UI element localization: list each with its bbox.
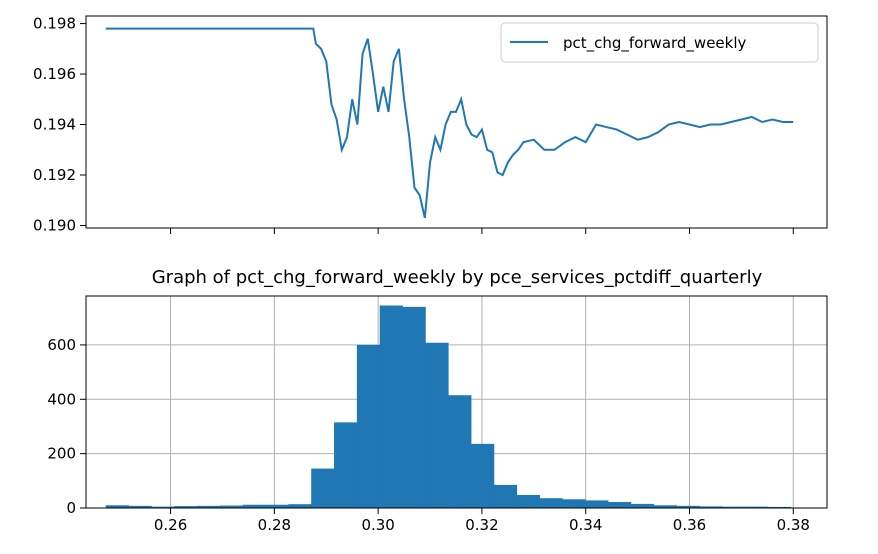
histogram-bar: [174, 506, 198, 508]
histogram-bar: [722, 506, 746, 508]
bottom-x-tick-label: 0.26: [154, 516, 187, 534]
histogram-bar: [676, 505, 700, 508]
histogram-bar: [311, 468, 335, 508]
histogram-bar: [379, 305, 403, 508]
top-y-axis-ticks: 0.190 0.192 0.194 0.196 0.198: [33, 15, 86, 234]
bottom-x-tick-label: 0.28: [258, 516, 291, 534]
histogram-bar: [265, 504, 289, 508]
histogram-bar: [471, 443, 495, 508]
top-y-tick-label: 0.190: [33, 216, 76, 234]
histogram-bar: [128, 505, 152, 508]
bottom-x-tick-label: 0.36: [673, 516, 706, 534]
histogram-bar: [356, 344, 381, 508]
histogram-bar: [105, 505, 129, 508]
histogram-bar: [562, 499, 586, 508]
histogram-bar: [151, 506, 175, 508]
histogram-bar: [402, 306, 426, 508]
histogram-bar: [448, 395, 472, 508]
histogram-bar: [242, 504, 266, 508]
bottom-axes-frame: [85, 295, 828, 509]
histogram-bar: [493, 484, 518, 508]
histogram-bar: [699, 506, 723, 508]
histogram-bar: [585, 500, 609, 508]
bottom-y-axis-ticks: 0 200 400 600: [47, 336, 86, 517]
histogram-bar: [334, 422, 358, 508]
legend-box: [500, 22, 819, 63]
histogram-bar: [767, 506, 792, 508]
bottom-x-axis-ticks: 0.26 0.28 0.30 0.32 0.34 0.36 0.38: [154, 508, 810, 534]
bottom-x-tick-label: 0.34: [569, 516, 602, 534]
top-y-tick-label: 0.192: [33, 166, 76, 184]
histogram-title: Graph of pct_chg_forward_weekly by pce_s…: [152, 267, 763, 288]
histogram-bar: [653, 505, 677, 508]
histogram-bars: [105, 305, 792, 508]
legend-entry-label: pct_chg_forward_weekly: [563, 34, 747, 53]
legend: pct_chg_forward_weekly: [500, 22, 819, 63]
bottom-x-tick-label: 0.30: [361, 516, 394, 534]
bottom-x-tick-label: 0.32: [465, 516, 498, 534]
bottom-x-tick-label: 0.38: [777, 516, 810, 534]
line-chart-panel: 0.190 0.192 0.194 0.196 0.198 pct_chg_forwar…: [33, 15, 828, 234]
histogram-bar: [608, 502, 632, 508]
top-axes-frame: [85, 15, 828, 229]
histogram-bar: [288, 504, 312, 508]
top-y-tick-label: 0.194: [33, 116, 76, 134]
bottom-y-tick-label: 400: [47, 390, 76, 408]
histogram-bar: [630, 503, 655, 508]
top-y-tick-label: 0.198: [33, 15, 76, 33]
histogram-bar: [539, 498, 563, 508]
histogram-bar: [745, 506, 769, 508]
histogram-bar: [197, 505, 221, 508]
bottom-y-tick-label: 600: [47, 336, 76, 354]
bottom-y-tick-label: 200: [47, 445, 76, 463]
histogram-panel: 0 200 400 600 0.26 0.28 0.30 0.32 0.34 0.36 0.38: [47, 295, 828, 534]
bottom-y-tick-label: 0: [66, 499, 76, 517]
top-x-axis-ticks: [170, 228, 794, 234]
series-line-pct-chg-forward-weekly: [105, 27, 794, 219]
histogram-bar: [425, 342, 449, 508]
histogram-bar: [516, 494, 540, 508]
top-y-tick-label: 0.196: [33, 65, 76, 83]
histogram-bar: [219, 505, 244, 508]
